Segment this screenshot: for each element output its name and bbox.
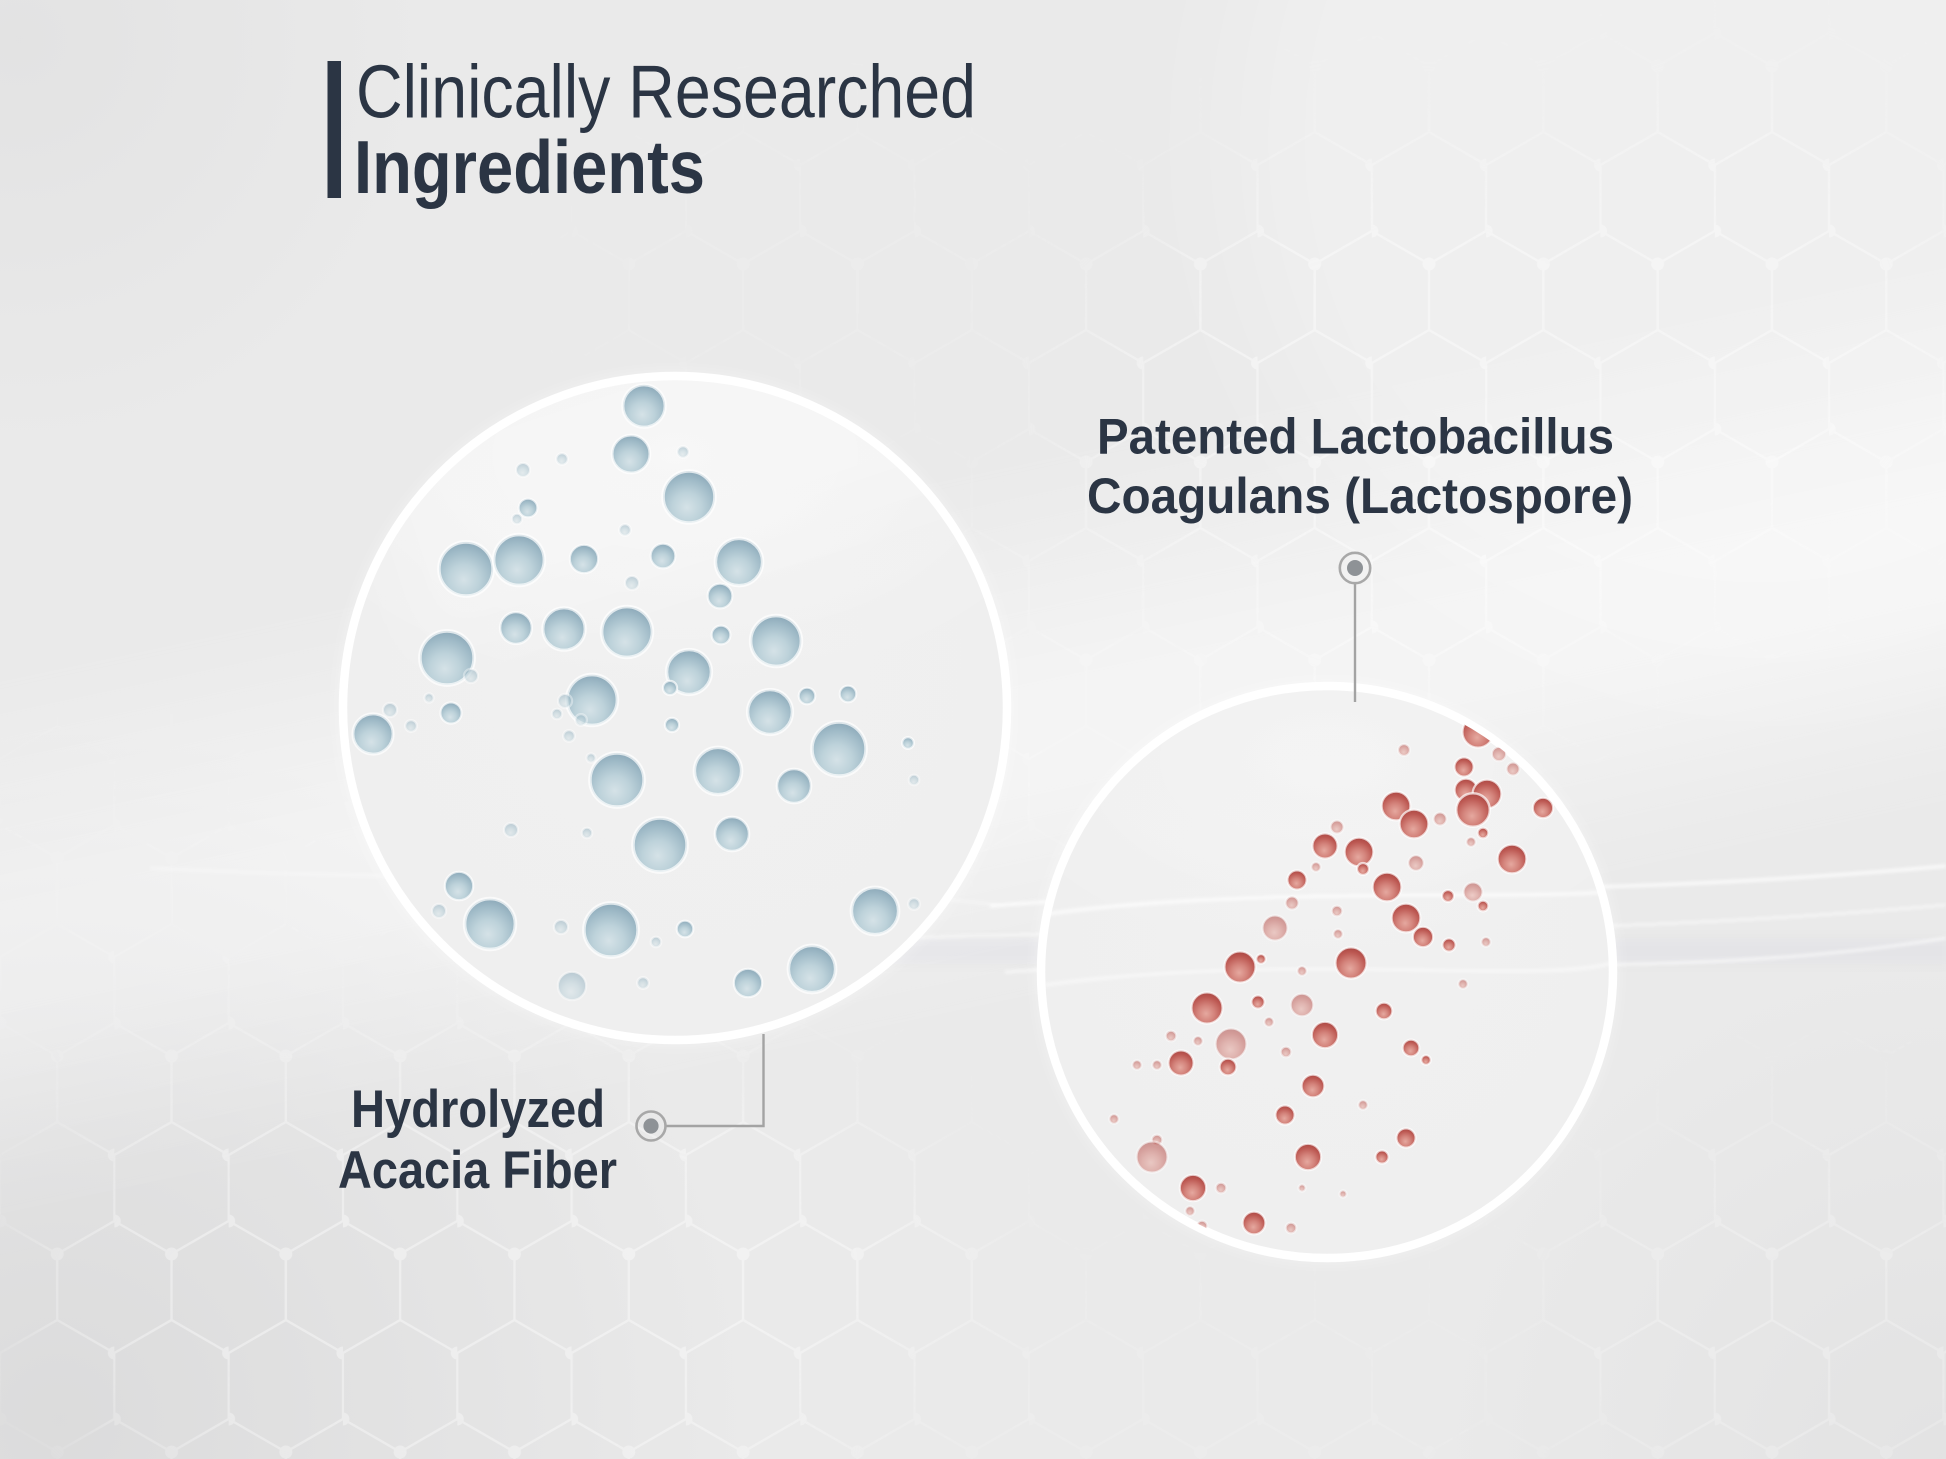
svg-text:Coagulans (Lactospore): Coagulans (Lactospore)	[1087, 468, 1633, 524]
svg-text:Acacia Fiber: Acacia Fiber	[338, 1141, 617, 1200]
svg-text:Clinically Researched: Clinically Researched	[356, 50, 976, 134]
svg-text:Ingredients: Ingredients	[354, 125, 705, 209]
svg-text:Hydrolyzed: Hydrolyzed	[351, 1080, 605, 1139]
svg-text:Patented Lactobacillus: Patented Lactobacillus	[1097, 409, 1614, 465]
